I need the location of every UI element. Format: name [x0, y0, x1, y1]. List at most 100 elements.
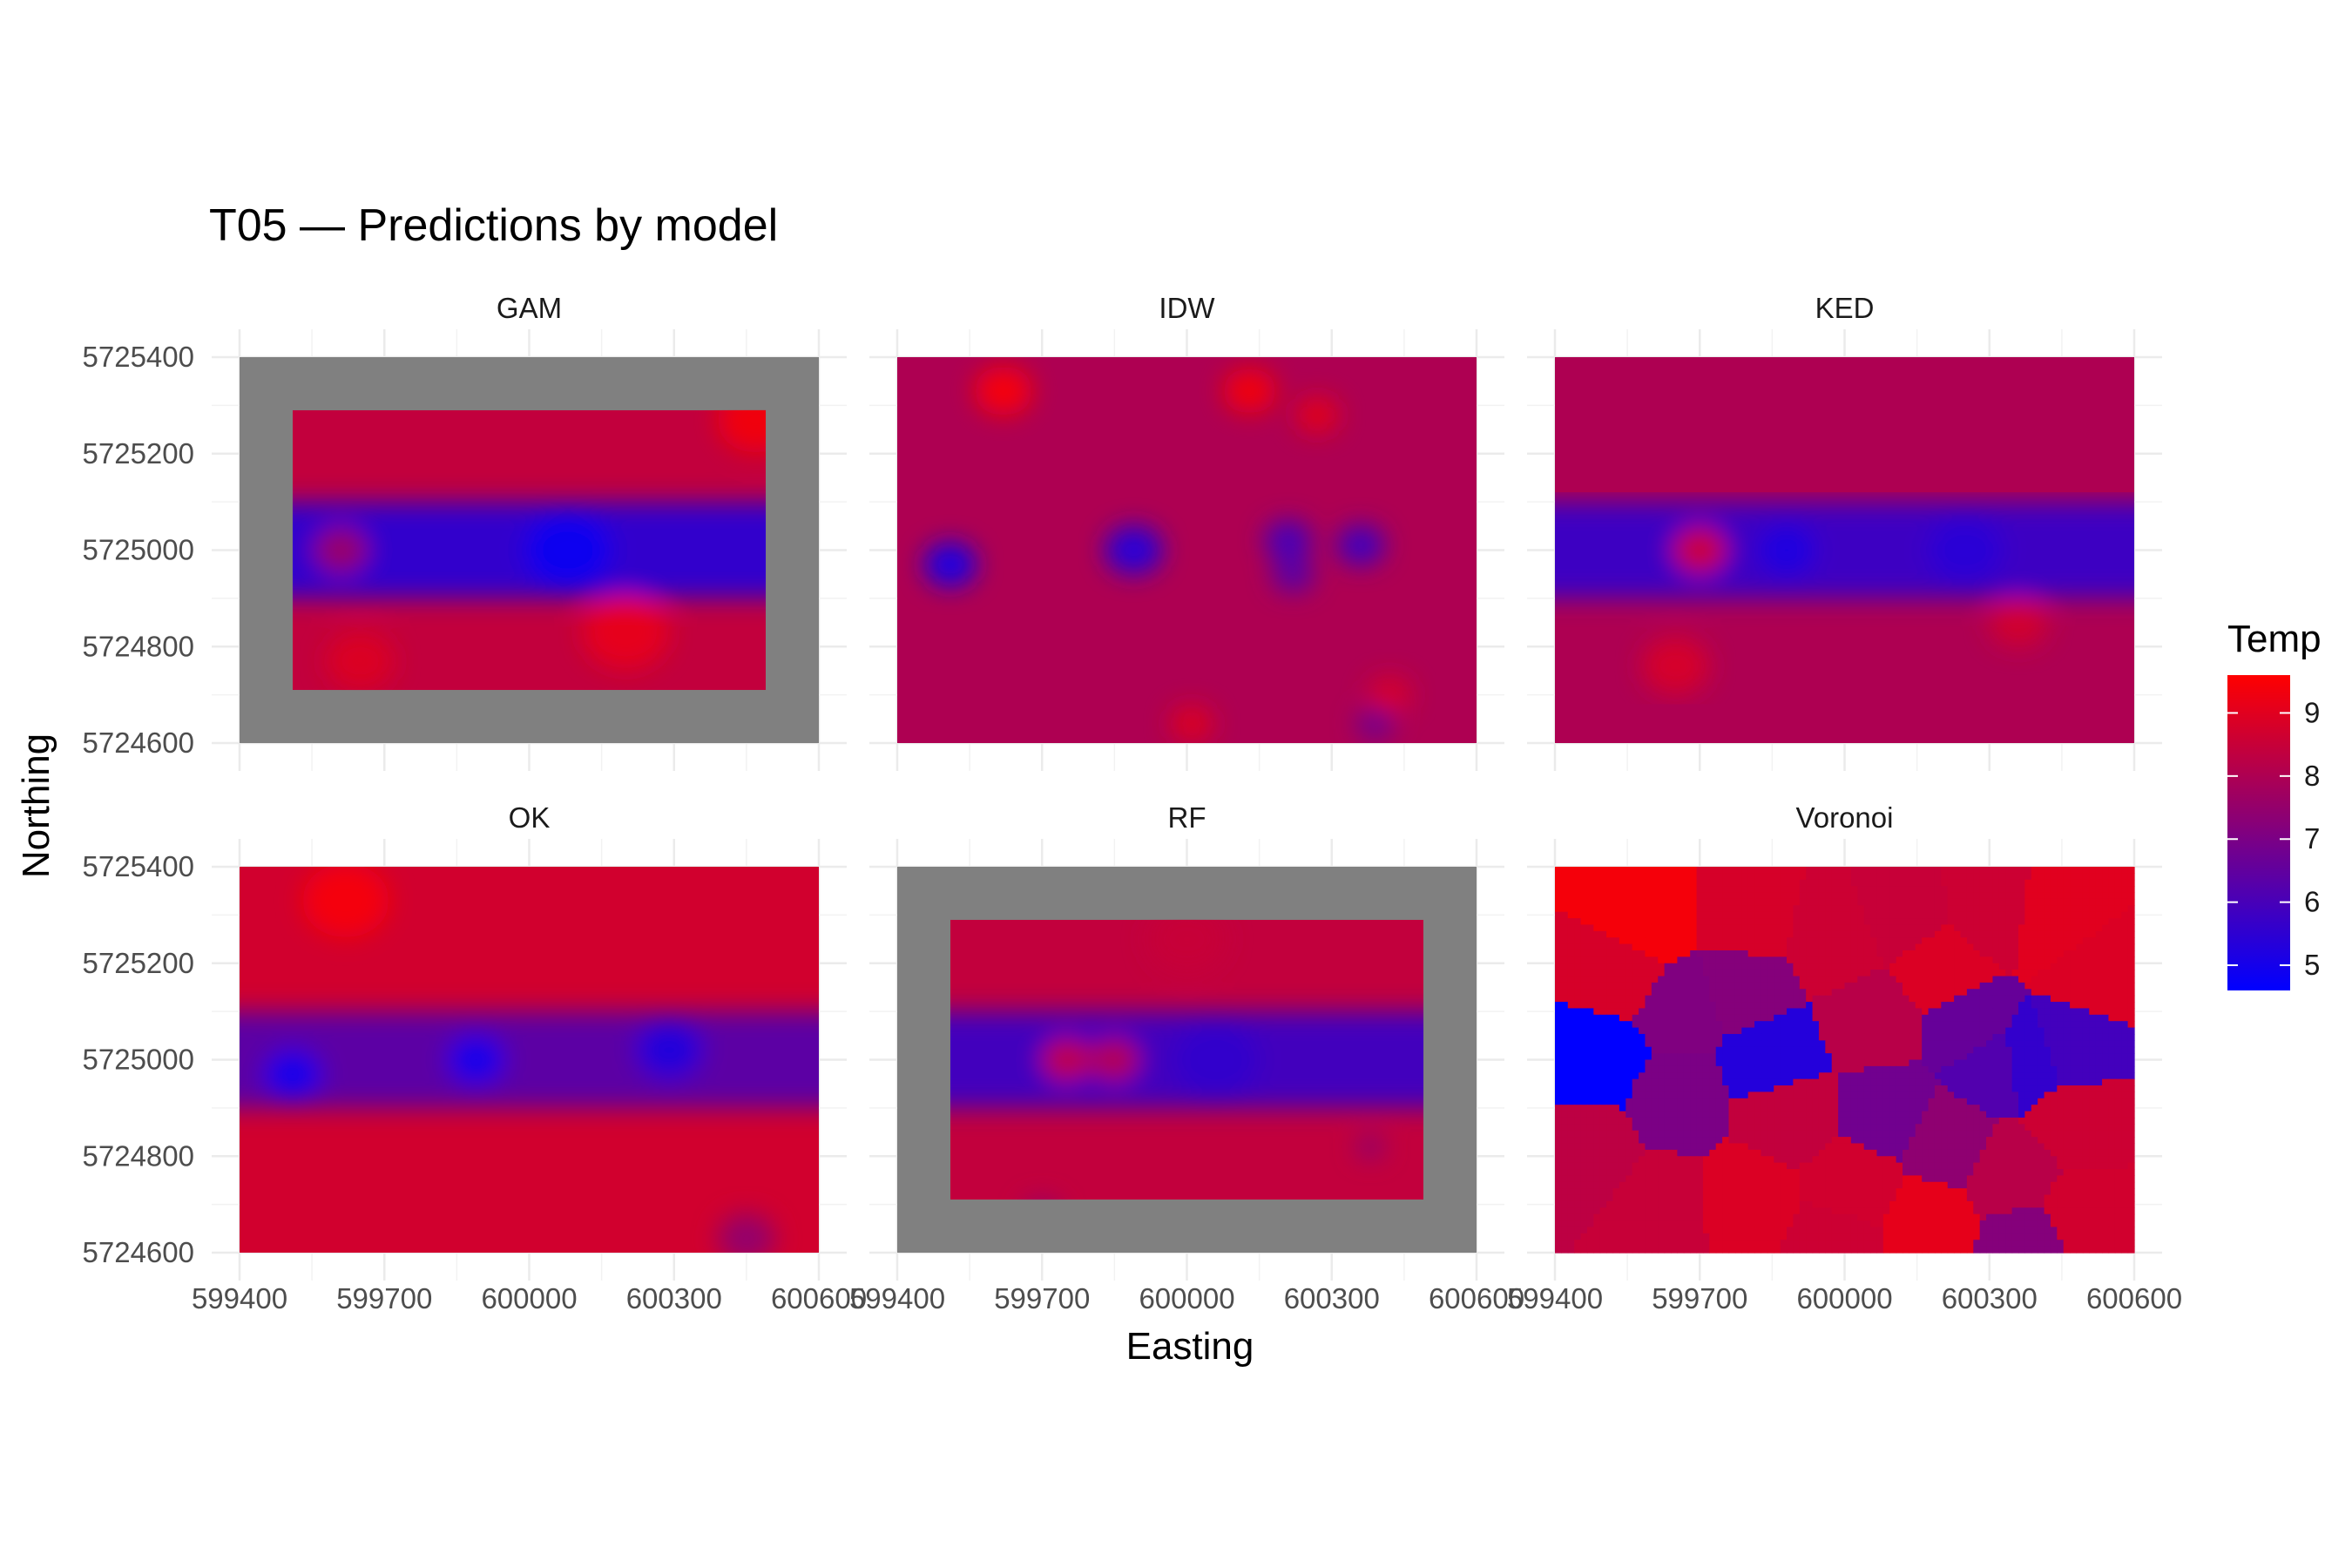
raster-cell: [1986, 1053, 1994, 1061]
raster-cell: [1973, 1072, 1981, 1080]
raster-cell: [1574, 1078, 1582, 1086]
raster-cell: [1825, 886, 1833, 894]
raster-cell: [1793, 918, 1801, 926]
raster-cell: [1998, 1111, 2006, 1119]
raster-cell: [2024, 1175, 2032, 1183]
raster-cell: [2011, 1105, 2019, 1112]
raster-cell: [1787, 886, 1794, 894]
raster-cell: [1844, 976, 1852, 983]
raster-cell: [1947, 1175, 1955, 1183]
raster-cell: [1934, 911, 1942, 919]
raster-cell: [1780, 1053, 1788, 1061]
raster-cell: [1696, 924, 1704, 932]
raster-cell: [1979, 1124, 1987, 1132]
raster-cell: [1747, 905, 1755, 913]
raster-cell: [2127, 905, 2135, 913]
raster-cell: [1806, 1124, 1814, 1132]
raster-cell: [1986, 911, 1994, 919]
raster-cell: [2127, 867, 2135, 874]
raster-cell: [1825, 918, 1833, 926]
raster-cell: [1986, 930, 1994, 938]
raster-cell: [2031, 1092, 2038, 1099]
raster-cell: [1702, 1162, 1710, 1170]
raster-cell: [2095, 982, 2103, 990]
raster-cell: [2070, 950, 2078, 957]
raster-cell: [1793, 963, 1801, 970]
raster-cell: [1922, 1137, 1930, 1145]
raster-cell: [1960, 1085, 1968, 1093]
raster-cell: [1741, 950, 1749, 957]
raster-cell: [1612, 1188, 1620, 1196]
raster-cell: [1709, 1175, 1717, 1183]
raster-cell: [2108, 982, 2116, 990]
raster-cell: [1915, 1008, 1923, 1016]
raster-cell: [1922, 970, 1930, 977]
raster-cell: [1702, 1027, 1710, 1035]
raster-cell: [2127, 982, 2135, 990]
raster-cell: [1922, 1092, 1930, 1099]
raster-cell: [1780, 989, 1788, 997]
raster-cell: [1702, 905, 1710, 913]
raster-cell: [1825, 1162, 1833, 1170]
raster-cell: [1645, 924, 1652, 932]
raster-cell: [1863, 898, 1871, 906]
raster-cell: [1896, 1092, 1903, 1099]
raster-cell: [1992, 1156, 2000, 1164]
raster-cell: [1973, 982, 1981, 990]
raster-cell: [1922, 995, 1930, 1003]
raster-cell: [1696, 1002, 1704, 1010]
raster-cell: [1715, 1156, 1723, 1164]
raster-cell: [1645, 1117, 1652, 1125]
raster-cell: [2044, 976, 2051, 983]
raster-cell: [2114, 1078, 2122, 1086]
raster-cell: [2127, 873, 2135, 881]
raster-cell: [1722, 1027, 1730, 1035]
raster-cell: [1664, 905, 1672, 913]
raster-cell: [2038, 918, 2045, 926]
raster-cell: [1870, 995, 1878, 1003]
raster-cell: [1586, 1065, 1594, 1073]
raster-cell: [1838, 1008, 1846, 1016]
raster-cell: [1954, 1124, 1962, 1132]
raster-cell: [1619, 1065, 1626, 1073]
raster-cell: [1586, 1200, 1594, 1208]
raster-cell: [1850, 989, 1858, 997]
raster-cell: [2070, 879, 2078, 887]
raster-cell: [1863, 879, 1871, 887]
raster-cell: [2082, 970, 2090, 977]
raster-cell: [1850, 1130, 1858, 1138]
raster-cell: [1986, 1156, 1994, 1164]
raster-cell: [1747, 1194, 1755, 1202]
raster-cell: [1979, 1098, 1987, 1105]
raster-cell: [1683, 930, 1691, 938]
raster-cell: [1799, 1105, 1807, 1112]
raster-cell: [2121, 1033, 2129, 1041]
raster-cell: [1889, 1072, 1897, 1080]
raster-cell: [1934, 905, 1942, 913]
raster-cell: [1986, 1008, 1994, 1016]
raster-cell: [1896, 995, 1903, 1003]
raster-cell: [1850, 1085, 1858, 1093]
raster-cell: [1677, 892, 1685, 900]
raster-cell: [1954, 892, 1962, 900]
raster-cell: [1606, 1124, 1614, 1132]
raster-cell: [1979, 911, 1987, 919]
raster-cell: [2063, 867, 2071, 874]
raster-cell: [1857, 1117, 1865, 1125]
raster-cell: [2024, 963, 2032, 970]
raster-cell: [2044, 886, 2051, 894]
raster-cell: [2121, 1169, 2129, 1176]
raster-cell: [1903, 930, 1909, 938]
raster-cell: [1954, 1130, 1962, 1138]
raster-cell: [1922, 950, 1930, 957]
raster-cell: [1960, 1137, 1968, 1145]
raster-cell: [1734, 950, 1742, 957]
raster-cell: [1632, 1072, 1639, 1080]
raster-cell: [1741, 956, 1749, 964]
raster-cell: [1947, 1149, 1955, 1157]
raster-cell: [1741, 1124, 1749, 1132]
raster-cell: [1960, 1111, 1968, 1119]
raster-cell: [1747, 976, 1755, 983]
raster-cell: [1619, 1162, 1626, 1170]
raster-cell: [2089, 918, 2097, 926]
